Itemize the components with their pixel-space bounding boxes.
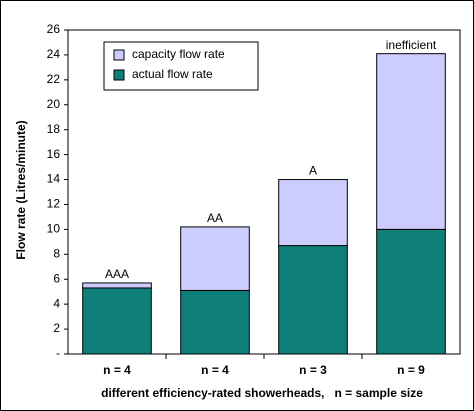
y-tick-label: 24 (47, 47, 61, 61)
bar-segment (278, 245, 348, 355)
y-tick-label: 10 (47, 222, 61, 236)
y-tick-label: 8 (53, 246, 60, 260)
x-tick-label: n = 9 (397, 363, 425, 377)
bar-segment (376, 53, 446, 230)
legend-label: capacity flow rate (132, 47, 225, 61)
y-tick-label: 26 (47, 22, 61, 36)
legend-swatch (113, 49, 125, 61)
y-tick-label: 6 (53, 271, 60, 285)
x-tick-label: n = 4 (103, 363, 131, 377)
legend-box (103, 41, 259, 91)
bar-segment (82, 287, 152, 355)
bar-segment (82, 282, 152, 289)
y-tick-label: 16 (47, 147, 61, 161)
y-axis-label: Flow rate (Litres/minute) (14, 120, 28, 259)
bar-annotation: AA (207, 211, 223, 225)
y-tick-label: 12 (47, 197, 61, 211)
x-tick-label: n = 3 (299, 363, 327, 377)
y-tick-label: 18 (47, 122, 61, 136)
y-tick-label: 4 (53, 296, 60, 310)
bar-segment (180, 289, 250, 355)
bar-segment (180, 226, 250, 291)
x-axis-label: different efficiency-rated showerheads, … (101, 386, 423, 400)
legend-swatch (113, 69, 125, 81)
y-tick-label: 2 (53, 321, 60, 335)
x-tick-label: n = 4 (201, 363, 229, 377)
bar-annotation: AAA (105, 267, 129, 281)
bar-segment (278, 179, 348, 247)
legend-label: actual flow rate (132, 67, 213, 81)
y-tick-label: 14 (47, 172, 61, 186)
bar-segment (376, 228, 446, 355)
y-tick-label: - (56, 346, 60, 360)
bar-annotation: A (309, 164, 317, 178)
y-tick-label: 22 (47, 72, 61, 86)
y-tick-label: 20 (47, 97, 61, 111)
bar-annotation: inefficient (386, 38, 437, 52)
